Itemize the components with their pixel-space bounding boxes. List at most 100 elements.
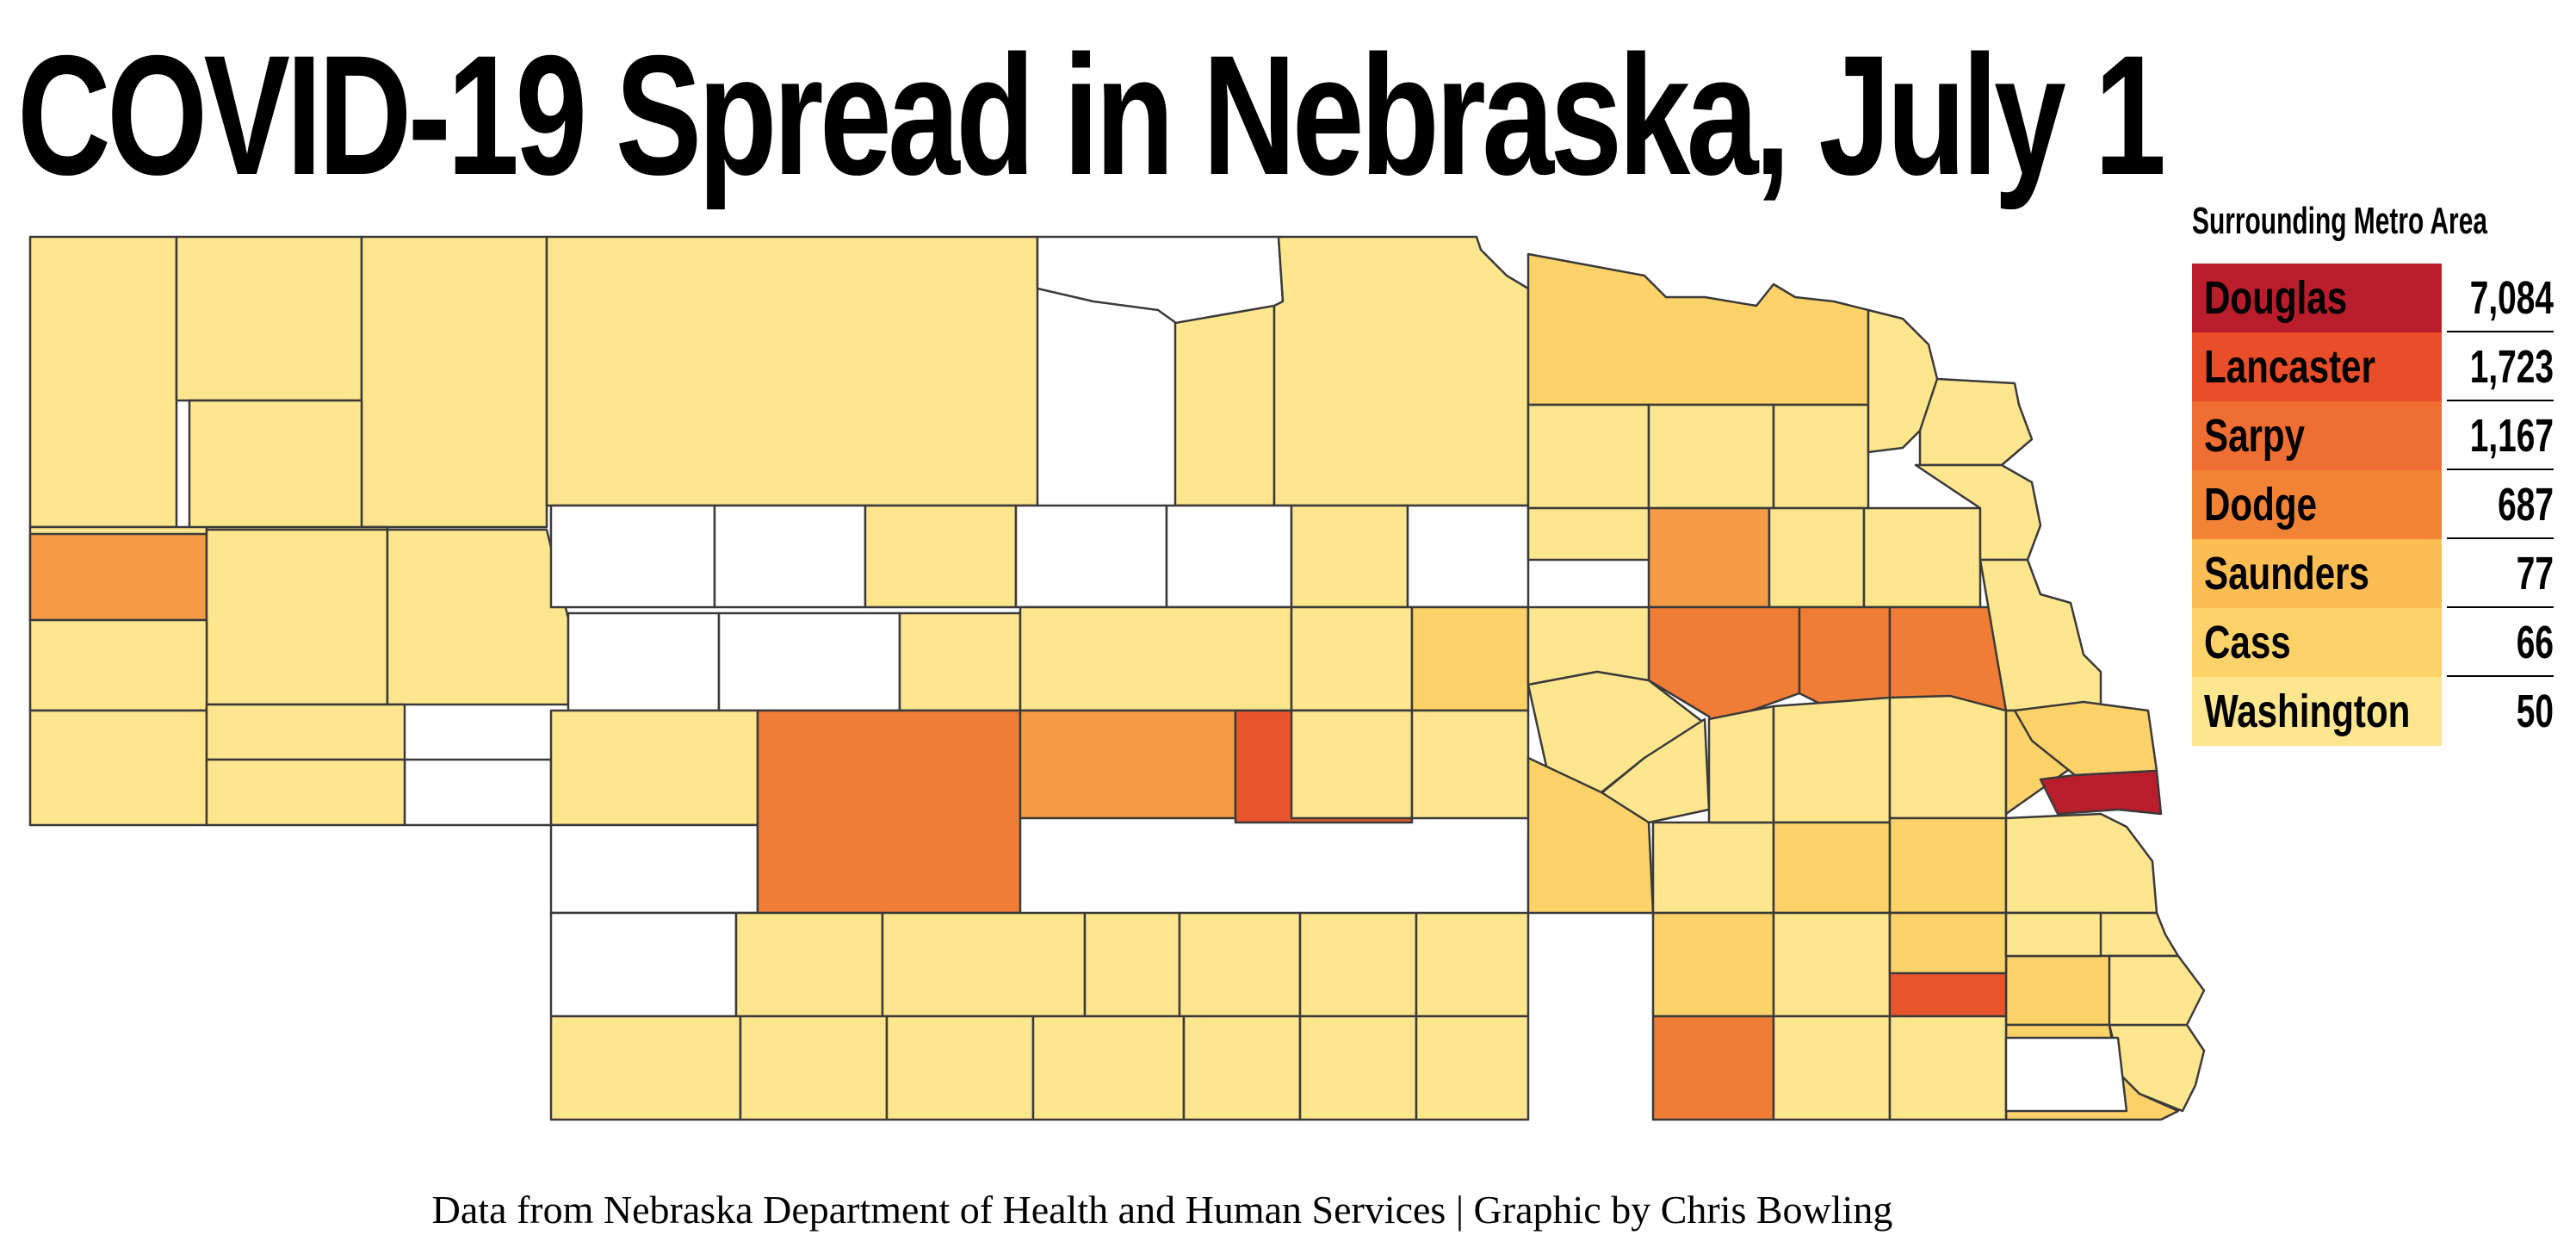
legend-swatch — [2192, 608, 2442, 677]
legend-divider — [2447, 400, 2554, 401]
county-shape — [1772, 911, 1892, 1018]
county-shape — [2108, 1023, 2206, 1113]
county-shape — [717, 611, 901, 712]
county-shape — [1888, 1015, 2008, 1121]
county-shape — [1707, 704, 1775, 824]
county-shape — [1290, 504, 1409, 609]
legend-swatch — [2192, 677, 2442, 746]
county-shape — [2004, 812, 2158, 915]
legend-case-count: 66 — [2516, 617, 2554, 668]
legend-case-count: 7,084 — [2469, 272, 2554, 324]
county-shape — [1526, 252, 1870, 407]
county-shape — [1888, 816, 2008, 915]
legend-case-count: 77 — [2516, 548, 2554, 599]
map-title: COVID-19 Spread in Nebraska, July 1 — [17, 20, 2166, 210]
legend-item: Washington 50 — [2192, 677, 2554, 746]
county-shape — [739, 1015, 889, 1121]
county-shape — [2108, 954, 2206, 1027]
county-shape — [713, 504, 867, 609]
county-shape — [1526, 506, 1650, 562]
county-shape — [1273, 235, 1530, 507]
county-shape — [1772, 821, 1892, 915]
county-shape — [1647, 403, 1775, 510]
county-shape — [1651, 1015, 1775, 1121]
legend-swatch — [2192, 539, 2442, 608]
county-shape — [567, 611, 721, 712]
county-shape — [1772, 403, 1870, 510]
county-shape — [1031, 1015, 1186, 1121]
legend-item: Douglas 7,084 — [2192, 264, 2554, 332]
legend-county-name: Saunders — [2204, 548, 2369, 599]
legend-item: Saunders 77 — [2192, 539, 2554, 608]
legend-divider — [2447, 537, 2554, 539]
county-shape — [549, 911, 738, 1018]
county-shape — [549, 504, 716, 609]
county-shape — [1298, 911, 1418, 1018]
county-shape — [1772, 1015, 1892, 1121]
county-shape — [549, 1015, 742, 1121]
county-shape — [360, 235, 548, 529]
county-shape — [1647, 506, 1771, 609]
legend-case-count: 1,167 — [2469, 410, 2554, 462]
county-shape — [205, 703, 406, 761]
county-shape — [1914, 463, 2042, 562]
county-shape — [898, 611, 1022, 712]
county-shape — [1651, 821, 1775, 915]
county-shape — [28, 235, 178, 529]
legend-county-name: Washington — [2204, 686, 2411, 737]
county-shape — [1918, 377, 2034, 467]
county-shape — [1526, 403, 1650, 510]
legend-divider — [2447, 675, 2554, 677]
county-shape — [1173, 304, 1276, 507]
county-shape — [2039, 769, 2163, 816]
county-shape — [188, 399, 363, 531]
county-shape — [545, 235, 1039, 507]
county-shape — [1178, 911, 1302, 1018]
county-shape — [549, 709, 759, 827]
legend-item: Dodge 687 — [2192, 470, 2554, 539]
legend-case-count: 50 — [2516, 686, 2554, 737]
county-shape — [1768, 506, 1866, 609]
legend-divider — [2447, 331, 2554, 332]
legend-case-count: 1,723 — [2469, 341, 2554, 393]
county-shape — [1019, 605, 1293, 712]
legend-item: Sarpy 1,167 — [2192, 401, 2554, 470]
county-shape — [1415, 911, 1530, 1018]
county-shape — [549, 823, 759, 915]
county-shape — [1862, 506, 1982, 609]
county-shape — [1019, 709, 1237, 820]
legend-item: Lancaster 1,723 — [2192, 332, 2554, 401]
county-shape — [1888, 694, 2008, 820]
county-shape — [1406, 504, 1530, 609]
county-shape — [885, 1015, 1035, 1121]
legend-swatch — [2192, 264, 2442, 332]
legend-swatch — [2192, 332, 2442, 401]
county-shape — [386, 528, 570, 706]
county-shape — [175, 235, 363, 402]
county-shape — [403, 758, 553, 827]
legend-divider — [2447, 469, 2554, 470]
legend-divider — [2447, 606, 2554, 608]
county-shape — [1165, 504, 1293, 609]
county-shape — [864, 504, 1018, 609]
county-shape — [28, 618, 208, 712]
county-shape — [1410, 605, 1530, 712]
legend-county-name: Douglas — [2204, 272, 2348, 324]
legend-county-name: Lancaster — [2204, 341, 2376, 393]
legend-title: Surrounding Metro Area — [2192, 200, 2487, 242]
county-shape — [1410, 709, 1530, 820]
legend-item: Cass 66 — [2192, 608, 2554, 677]
county-shape — [28, 532, 208, 622]
legend-county-name: Sarpy — [2204, 410, 2306, 462]
legend-swatch — [2192, 401, 2442, 470]
county-shape — [1290, 605, 1414, 712]
county-shape — [205, 528, 389, 706]
county-shape — [1415, 1015, 1530, 1121]
county-shape — [1014, 504, 1168, 609]
county-shape — [1526, 756, 1655, 915]
county-shape — [1772, 696, 1892, 824]
county-shape — [1182, 1015, 1302, 1121]
source-credit: Data from Nebraska Department of Health … — [431, 1188, 1893, 1232]
county-shape — [2004, 1036, 2128, 1113]
